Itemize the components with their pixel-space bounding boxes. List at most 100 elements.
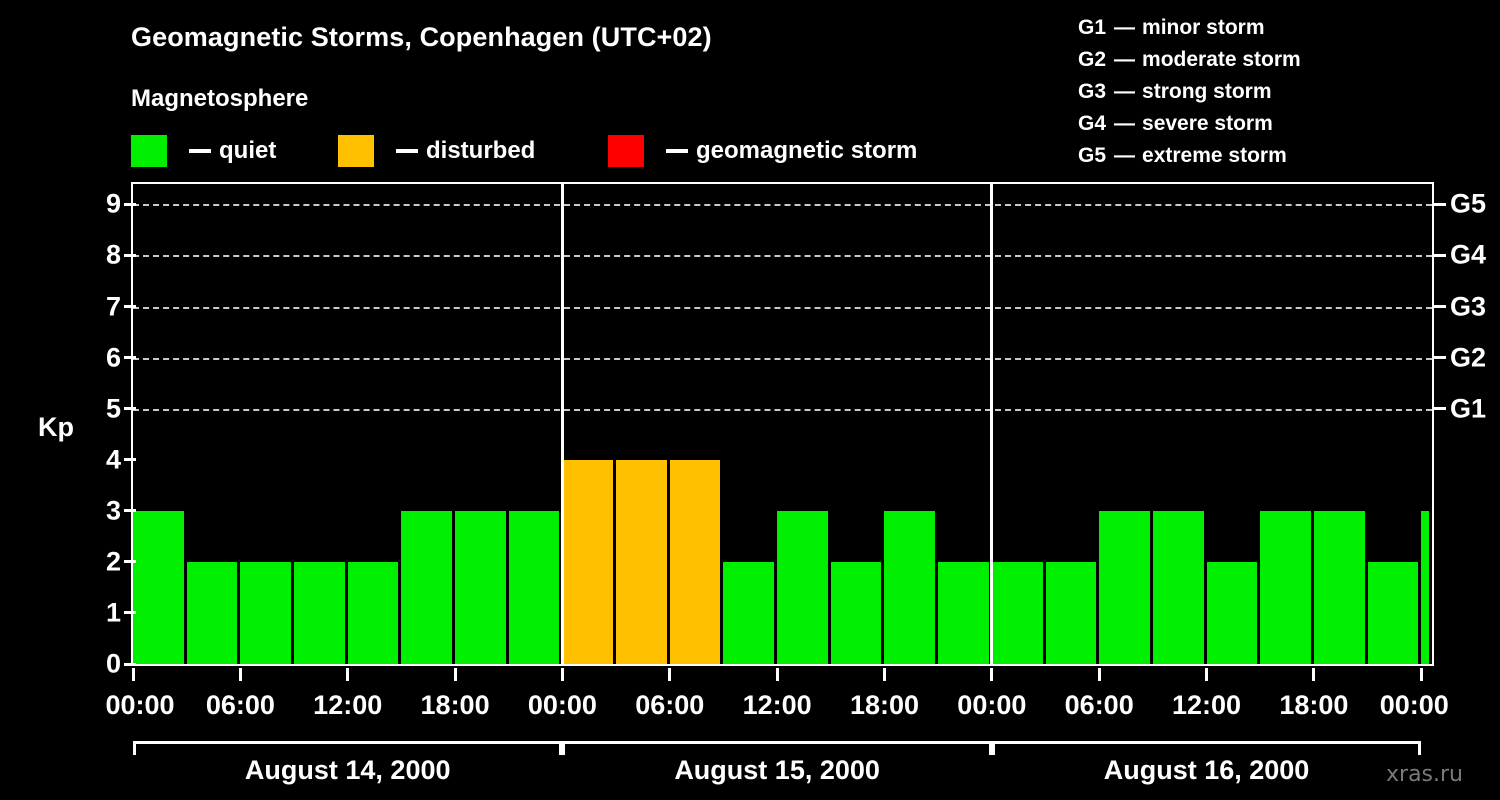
kp-bar <box>669 459 721 664</box>
g-tick-label-g3: G3 <box>1450 291 1487 322</box>
y-axis-title: Kp <box>38 412 74 442</box>
legend-dash-icon <box>666 149 688 153</box>
kp-bar <box>723 561 775 664</box>
gscale-code-g3: G3 <box>1078 80 1107 103</box>
kp-bar <box>1206 561 1258 664</box>
plot-area <box>133 184 1432 664</box>
y-tick-label-1: 1 <box>105 597 121 628</box>
date-label: August 15, 2000 <box>674 755 880 785</box>
gscale-description-g2: moderate storm <box>1142 48 1301 71</box>
g-tick-mark <box>1434 253 1446 257</box>
x-tick-label: 12:00 <box>313 690 383 720</box>
g-tick-mark <box>1434 305 1446 309</box>
g-tick-label-g2: G2 <box>1450 342 1487 373</box>
gridline-kp-8 <box>133 255 1432 258</box>
kp-bar <box>294 561 345 664</box>
y-tick-label-7: 7 <box>105 291 121 322</box>
x-tick-mark <box>1312 668 1316 681</box>
kp-bar <box>616 459 667 664</box>
kp-bar <box>1260 510 1311 664</box>
x-tick-label: 18:00 <box>849 690 920 720</box>
gscale-description-g1: minor storm <box>1142 16 1265 39</box>
x-tick-mark <box>560 668 564 681</box>
x-tick-mark <box>1205 668 1209 681</box>
day-separator <box>560 184 564 664</box>
gscale-description-g3: strong storm <box>1142 80 1272 103</box>
gscale-legend-row-g3: G3 — strong storm <box>1078 76 1408 108</box>
legend-label-quiet: quiet <box>219 137 277 164</box>
kp-bar <box>186 561 238 664</box>
y-tick-label-9: 9 <box>105 188 121 219</box>
gscale-legend-row-g1: G1 — minor storm <box>1078 12 1408 44</box>
y-tick-label-0: 0 <box>105 648 121 679</box>
y-tick-mark <box>124 305 136 309</box>
y-tick-label-3: 3 <box>105 495 121 526</box>
x-tick-label: 06:00 <box>635 690 705 720</box>
gscale-dash-icon: — <box>1114 80 1136 103</box>
gridline-kp-6 <box>133 357 1432 360</box>
x-tick-label: 06:00 <box>205 690 275 720</box>
date-bracket <box>562 741 992 755</box>
x-tick-mark <box>990 668 994 681</box>
x-tick-mark <box>346 668 350 681</box>
x-tick-mark <box>882 668 886 681</box>
x-tick-label: 00:00 <box>527 690 597 720</box>
gscale-legend-row-g2: G2 — moderate storm <box>1078 44 1408 76</box>
y-tick-label-8: 8 <box>105 239 121 270</box>
legend-label-geomagnetic-storm: geomagnetic storm <box>696 137 918 164</box>
kp-bar <box>508 510 560 664</box>
gscale-legend: G1 — minor storm G2 — moderate storm G3 — strong… <box>1078 12 1408 172</box>
gscale-dash-icon: — <box>1114 48 1136 71</box>
y-tick-mark <box>124 611 136 615</box>
kp-bar <box>1313 510 1365 664</box>
gscale-dash-icon: — <box>1114 16 1136 39</box>
kp-bar <box>777 510 828 664</box>
g-tick-mark <box>1434 356 1446 360</box>
legend-swatch-disturbed <box>338 135 374 167</box>
kp-bar <box>562 459 614 664</box>
legend-dash-icon <box>396 149 418 153</box>
gscale-dash-icon: — <box>1114 112 1136 135</box>
g-tick-label-g5: G5 <box>1450 188 1487 219</box>
y-tick-mark <box>124 662 136 666</box>
date-bracket <box>133 741 563 755</box>
y-tick-mark <box>124 407 136 411</box>
x-tick-mark <box>775 668 779 681</box>
x-tick-label: 06:00 <box>1064 690 1134 720</box>
page-title: Geomagnetic Storms, Copenhagen (UTC+02) <box>131 22 712 52</box>
date-label: August 14, 2000 <box>244 755 451 785</box>
kp-bar <box>133 510 184 664</box>
kp-bar <box>938 561 989 664</box>
gscale-code-g2: G2 <box>1078 48 1107 71</box>
gridline-kp-9 <box>133 204 1432 207</box>
kp-bar <box>884 510 936 664</box>
legend-label-disturbed: disturbed <box>426 137 536 164</box>
date-label: August 16, 2000 <box>1103 755 1310 785</box>
kp-bar <box>1421 510 1429 664</box>
x-tick-mark <box>1097 668 1101 681</box>
kp-bar <box>1152 510 1204 664</box>
date-bracket <box>991 741 1422 755</box>
gscale-code-g4: G4 <box>1078 112 1107 135</box>
x-tick-label: 18:00 <box>420 690 490 720</box>
gscale-description-g5: extreme storm <box>1142 144 1287 167</box>
y-tick-mark <box>124 356 136 360</box>
y-tick-mark <box>124 458 136 462</box>
gscale-legend-row-g4: G4 — severe storm <box>1078 108 1408 140</box>
gridline-kp-7 <box>133 306 1432 309</box>
legend-swatch-geomagnetic-storm <box>608 135 644 167</box>
x-tick-label: 12:00 <box>742 690 812 720</box>
legend-entry-quiet: quiet <box>131 131 276 171</box>
y-tick-label-4: 4 <box>105 444 121 475</box>
kp-bar <box>991 561 1043 664</box>
gscale-dash-icon: — <box>1114 144 1136 167</box>
x-tick-mark <box>453 668 457 681</box>
x-tick-mark <box>1419 668 1423 681</box>
kp-bar <box>830 561 882 664</box>
x-tick-label: 00:00 <box>957 690 1027 720</box>
x-tick-mark <box>238 668 242 681</box>
gscale-legend-row-g5: G5 — extreme storm <box>1078 140 1408 172</box>
legend-swatch-quiet <box>131 135 167 167</box>
g-tick-label-g4: G4 <box>1450 239 1487 270</box>
g-tick-mark <box>1434 407 1446 411</box>
